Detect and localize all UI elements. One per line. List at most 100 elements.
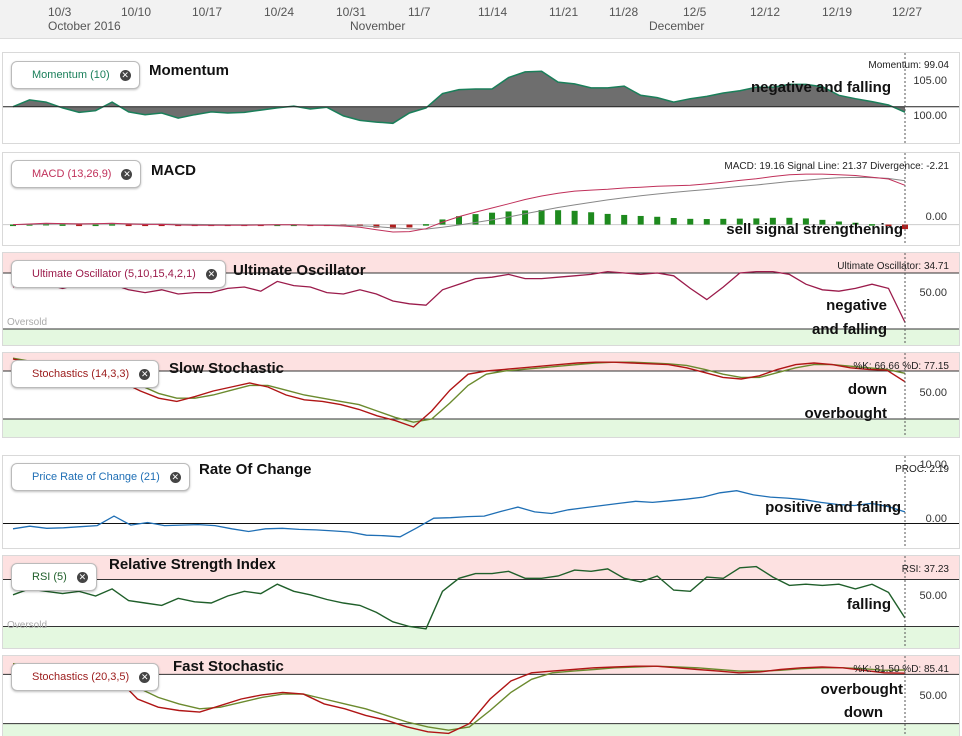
divergence-bar — [555, 210, 562, 225]
indicator-chip-label: Momentum (10) — [32, 69, 110, 81]
divergence-bar — [538, 210, 545, 225]
close-icon[interactable]: ✕ — [119, 69, 131, 81]
indicator-chip[interactable]: MACD (13,26,9) ✕ — [11, 160, 142, 188]
annotation-note: negative — [826, 297, 887, 314]
slow-stochastic-plot — [3, 353, 959, 437]
divergence-bar — [588, 212, 595, 225]
annotation-title: Rate Of Change — [199, 461, 312, 478]
indicator-chip[interactable]: Momentum (10) ✕ — [11, 61, 140, 89]
divergence-bar — [885, 224, 892, 227]
indicator-chip[interactable]: RSI (5) ✕ — [11, 563, 97, 591]
date-tick: 11/7 — [408, 5, 431, 19]
date-tick: 11/28 — [609, 5, 639, 19]
date-tick: 11/14 — [478, 5, 508, 19]
annotation-title: Fast Stochastic — [173, 658, 284, 675]
indicator-readout: PROC: 2.19 — [895, 464, 949, 475]
indicator-chip-label: Stochastics (20,3,5) — [32, 671, 130, 683]
indicator-chip[interactable]: Stochastics (20,3,5) ✕ — [11, 663, 160, 691]
annotation-note: overbought — [804, 405, 888, 422]
divergence-bar — [142, 224, 149, 227]
overbought-band — [3, 353, 959, 371]
divergence-bar — [92, 224, 99, 227]
divergence-bar — [852, 222, 859, 225]
indicator-readout: MACD: 19.16 Signal Line: 21.37 Divergenc… — [724, 161, 949, 172]
indicator-chip[interactable]: Price Rate of Change (21) ✕ — [11, 463, 190, 491]
divergence-bar — [422, 224, 429, 226]
date-tick: 10/10 — [121, 5, 152, 19]
oversold-band — [3, 329, 959, 345]
date-tick: 12/27 — [892, 5, 923, 19]
indicator-readout: %K: 81.50 %D: 85.41 — [853, 664, 949, 675]
divergence-bar — [10, 224, 16, 227]
macd-line — [12, 173, 906, 233]
divergence-bar — [389, 224, 396, 229]
annotation-note: positive and falling — [765, 499, 901, 516]
annotation-note: down — [847, 381, 887, 398]
divergence-bar — [868, 224, 875, 226]
indicator-chip-label: Price Rate of Change (21) — [32, 471, 160, 483]
slow-stochastic-panel: Stochastics (14,3,3) ✕ Slow Stochastic %K… — [2, 352, 960, 438]
divergence-bar — [26, 224, 33, 226]
month-label: October 2016 — [48, 19, 121, 33]
annotation-note: and falling — [812, 321, 887, 338]
y-tick-label: 50.00 — [919, 590, 947, 602]
divergence-bar — [290, 224, 297, 227]
annotation-title: MACD — [151, 162, 196, 179]
divergence-bar — [158, 224, 165, 227]
y-tick-label: 105.00 — [913, 75, 947, 87]
divergence-bar — [703, 219, 710, 225]
date-tick: 12/12 — [750, 5, 781, 19]
close-icon[interactable]: ✕ — [121, 168, 133, 180]
rsi-plot — [3, 556, 959, 648]
divergence-bar — [406, 224, 413, 228]
divergence-bar — [819, 219, 826, 225]
divergence-bar — [786, 217, 793, 225]
divergence-bar — [109, 224, 116, 226]
annotation-note: overbought — [820, 681, 904, 698]
divergence-bar — [621, 214, 628, 225]
month-label: December — [649, 19, 705, 33]
divergence-bar — [59, 224, 66, 226]
close-icon[interactable]: ✕ — [139, 368, 151, 380]
divergence-bar — [456, 216, 462, 225]
ultimate-oscillator-plot — [3, 253, 959, 345]
close-icon[interactable]: ✕ — [76, 571, 88, 583]
date-tick: 10/17 — [192, 5, 223, 19]
divergence-bar — [522, 210, 529, 225]
divergence-bar — [670, 218, 677, 225]
close-icon[interactable]: ✕ — [169, 471, 181, 483]
proc-line — [12, 490, 906, 538]
close-icon[interactable]: ✕ — [205, 268, 217, 280]
percent-k-line — [12, 663, 906, 735]
divergence-bar — [274, 224, 281, 227]
annotation-title: Slow Stochastic — [169, 360, 285, 377]
y-tick-label: 100.00 — [913, 110, 947, 122]
divergence-bar — [76, 224, 83, 227]
indicator-chip[interactable]: Stochastics (14,3,3) ✕ — [11, 360, 160, 388]
oversold-band — [3, 626, 959, 648]
momentum-panel: Momentum (10) ✕ Momentum Momentum: 99.04 … — [2, 52, 960, 144]
divergence-bar — [720, 218, 727, 225]
overbought-band — [3, 556, 959, 580]
divergence-bar — [654, 216, 661, 225]
fast-stochastic-plot — [3, 656, 959, 736]
oversold-band — [3, 419, 959, 437]
date-tick: 10/31 — [336, 5, 367, 19]
annotation-note: sell signal strengthening — [726, 221, 903, 238]
indicator-chip-label: RSI (5) — [32, 571, 67, 583]
indicator-chip[interactable]: Ultimate Oscillator (5,10,15,4,2,1) ✕ — [11, 260, 226, 288]
divergence-bar — [753, 218, 760, 225]
macd-plot — [3, 153, 959, 245]
divergence-bar — [472, 214, 479, 225]
percent-d-line — [12, 357, 906, 423]
ultimate-line — [12, 270, 906, 323]
date-tick: 12/19 — [822, 5, 853, 19]
annotation-note: negative and falling — [750, 79, 891, 96]
y-tick-label: 50.00 — [919, 287, 947, 299]
close-icon[interactable]: ✕ — [139, 671, 151, 683]
month-label: November — [350, 19, 406, 33]
oversold-zone-label: Oversold — [7, 317, 48, 328]
rate-of-change-plot — [3, 456, 959, 548]
ultimate-oscillator-panel: Ultimate Oscillator (5,10,15,4,2,1) ✕ Ult… — [2, 252, 960, 346]
date-tick: 12/5 — [683, 5, 707, 19]
